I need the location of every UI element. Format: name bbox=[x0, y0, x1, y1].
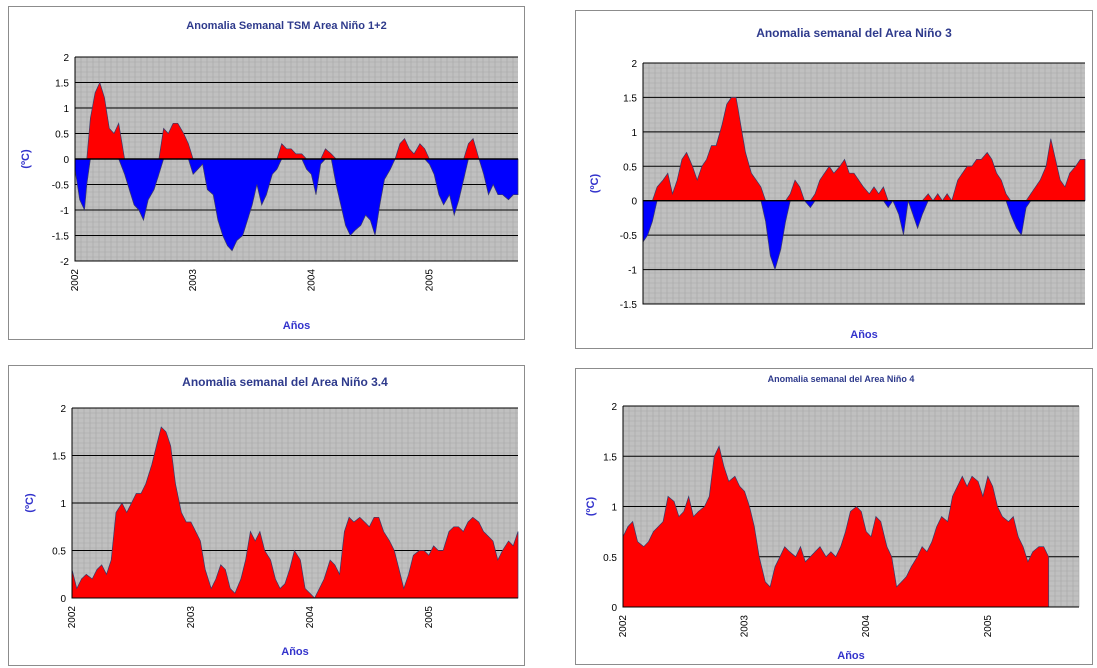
chart-svg: 2 1.5 1 0.5 0 -0.5 -1 -1.5 Anomalia semanal del … bbox=[589, 26, 1086, 341]
y-tick-label: -1 bbox=[60, 206, 69, 217]
y-axis-label: (ºC) bbox=[24, 493, 36, 513]
series-area-positive bbox=[622, 445, 1049, 608]
y-tick-label: 1.5 bbox=[603, 452, 617, 463]
x-tick-label: 2002 bbox=[70, 269, 81, 292]
y-tick-label: 0 bbox=[631, 197, 637, 208]
chart-title: Anomalia semanal del Area Niño 4 bbox=[768, 374, 915, 384]
y-axis-label: (ºC) bbox=[20, 149, 32, 169]
x-tick-label: 2005 bbox=[983, 615, 994, 638]
y-tick-label: -1.5 bbox=[620, 300, 638, 311]
y-tick-label: 2 bbox=[63, 53, 69, 64]
x-tick-label: 2004 bbox=[861, 615, 872, 638]
y-tick-label: 1.5 bbox=[623, 93, 637, 104]
axes bbox=[74, 57, 518, 262]
x-axis-label: Años bbox=[837, 650, 865, 662]
y-tick-label: -1 bbox=[628, 266, 637, 277]
y-tick-label: 2 bbox=[611, 402, 617, 413]
y-axis-label: (ºC) bbox=[589, 174, 601, 194]
y-tick-label: 0.5 bbox=[623, 162, 637, 173]
y-axis-label: (ºC) bbox=[585, 497, 597, 517]
chart-title: Anomalia semanal del Area Niño 3 bbox=[756, 26, 952, 40]
y-tick-label: -2 bbox=[60, 257, 69, 268]
chart-nino-3-4: 2 1.5 1 0.5 0 2002 2003 2004 2005 Anomalia semana… bbox=[8, 365, 525, 666]
x-axis-label: Años bbox=[281, 646, 309, 658]
y-tick-label: 0.5 bbox=[603, 553, 617, 564]
y-tick-label: 0.5 bbox=[52, 547, 66, 558]
chart-title: Anomalia semanal del Area Niño 3.4 bbox=[182, 375, 388, 389]
y-tick-label: 2 bbox=[631, 59, 637, 70]
axes bbox=[642, 63, 1085, 305]
y-tick-label: 1 bbox=[63, 104, 69, 115]
y-tick-label: 0 bbox=[611, 603, 617, 614]
axes bbox=[71, 408, 518, 599]
y-tick-label: 1.5 bbox=[55, 79, 69, 90]
x-tick-label: 2003 bbox=[740, 615, 751, 638]
x-tick-label: 2003 bbox=[186, 606, 197, 629]
x-tick-label: 2005 bbox=[424, 269, 435, 292]
series-area-positive bbox=[71, 426, 519, 599]
x-tick-label: 2002 bbox=[67, 606, 78, 629]
x-tick-label: 2003 bbox=[188, 269, 199, 292]
chart-nino-4: 2 1.5 1 0.5 0 2002 2003 2004 2005 Anomalia semana… bbox=[575, 368, 1093, 665]
x-tick-label: 2005 bbox=[424, 606, 435, 629]
chart-nino-1-2: 2 1.5 1 0.5 0 -0.5 -1 -1.5 -2 2002 2003 2004 2005 Ano… bbox=[8, 6, 525, 340]
x-axis-label: Años bbox=[850, 329, 878, 341]
y-tick-label: 0 bbox=[63, 155, 69, 166]
y-tick-label: 1 bbox=[60, 499, 66, 510]
y-tick-label: 0.5 bbox=[55, 130, 69, 141]
axes bbox=[622, 406, 1079, 608]
y-tick-label: 2 bbox=[60, 404, 66, 415]
chart-nino-3: 2 1.5 1 0.5 0 -0.5 -1 -1.5 Anomalia semanal del … bbox=[575, 10, 1093, 349]
y-tick-label: 1 bbox=[631, 128, 637, 139]
x-tick-label: 2004 bbox=[305, 606, 316, 629]
y-tick-label: -1.5 bbox=[52, 232, 70, 243]
y-tick-label: 1.5 bbox=[52, 452, 66, 463]
chart-title: Anomalia Semanal TSM Area Niño 1+2 bbox=[186, 20, 386, 32]
y-tick-label: 0 bbox=[60, 594, 66, 605]
y-tick-label: -0.5 bbox=[52, 181, 70, 192]
y-tick-label: 1 bbox=[611, 503, 617, 514]
x-tick-label: 2002 bbox=[618, 615, 629, 638]
x-tick-label: 2004 bbox=[306, 269, 317, 292]
x-axis-label: Años bbox=[283, 320, 311, 332]
y-tick-label: -0.5 bbox=[620, 231, 638, 242]
